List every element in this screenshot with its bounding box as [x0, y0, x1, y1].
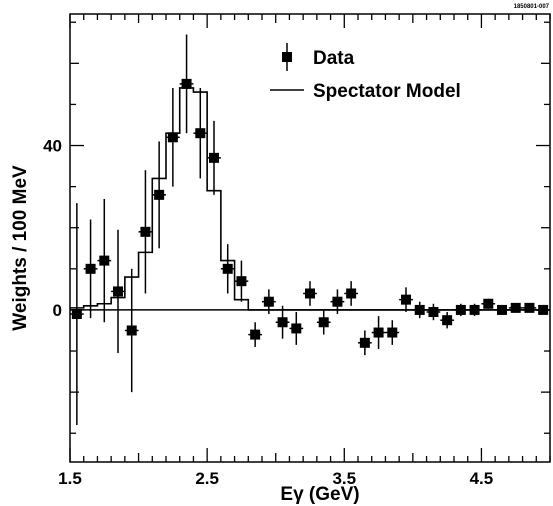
data-point [536, 304, 550, 315]
legend-label-model: Spectator Model [313, 81, 461, 102]
data-point [83, 219, 98, 319]
x-axis-ticks: 1.5 2.5 3.5 4.5 [58, 14, 551, 488]
y-tick-label: 0 [53, 301, 62, 320]
data-point [179, 34, 194, 134]
x-tick-label: 4.5 [470, 469, 494, 488]
figure-id-label: 1850801-007 [514, 4, 550, 10]
data-marker [497, 304, 507, 315]
y-tick-label: 40 [43, 137, 62, 156]
legend-entry-data: Data [282, 43, 355, 71]
data-point [275, 305, 290, 339]
data-point [234, 260, 249, 302]
data-marker [126, 325, 137, 336]
data-marker [277, 317, 288, 328]
legend-entry-model: Spectator Model [270, 81, 461, 102]
data-marker [291, 323, 302, 334]
data-marker [442, 315, 453, 326]
data-point [166, 87, 180, 187]
data-marker [455, 304, 466, 315]
data-marker [236, 276, 247, 287]
data-point [262, 289, 276, 315]
data-point [467, 303, 482, 317]
data-marker [250, 329, 261, 340]
legend-label-data: Data [313, 48, 355, 69]
data-marker [113, 286, 123, 297]
data-point [330, 289, 345, 315]
data-marker [181, 78, 192, 89]
data-marker [538, 304, 549, 315]
data-point [138, 170, 153, 294]
data-marker [154, 189, 165, 200]
data-marker [346, 288, 357, 299]
legend-marker-square [282, 52, 292, 62]
data-point [412, 301, 427, 319]
data-marker [483, 298, 494, 309]
data-point [454, 303, 468, 317]
data-point [358, 330, 372, 356]
data-marker [510, 302, 521, 313]
data-marker [318, 317, 329, 328]
data-point [303, 281, 317, 306]
data-point [97, 198, 112, 323]
x-tick-label: 3.5 [332, 469, 356, 488]
data-point [70, 203, 84, 426]
data-point [522, 302, 537, 313]
data-marker [195, 128, 206, 139]
data-point [371, 316, 386, 349]
data-marker [373, 327, 384, 338]
data-marker [209, 152, 219, 163]
data-point [495, 304, 509, 315]
data-point [248, 322, 262, 347]
data-point [316, 309, 331, 335]
data-marker [414, 304, 425, 315]
data-point [152, 141, 166, 249]
data-point [385, 320, 400, 345]
data-point [207, 120, 221, 195]
data-point [111, 229, 125, 354]
data-marker [85, 263, 96, 274]
data-marker [305, 288, 315, 299]
x-tick-label: 2.5 [195, 469, 219, 488]
x-axis-label: Eγ (GeV) [280, 484, 359, 505]
data-point [481, 298, 496, 309]
data-marker [524, 302, 535, 313]
data-marker [71, 309, 82, 320]
data-marker [469, 304, 480, 315]
y-axis-label: Weights / 100 MeV [10, 165, 31, 331]
data-marker [359, 337, 370, 348]
data-points [70, 34, 550, 426]
data-marker [263, 296, 274, 307]
data-marker [99, 255, 110, 266]
y-axis-ticks: 0 40 [43, 21, 550, 434]
plot-frame [69, 13, 551, 463]
data-point [399, 287, 413, 312]
data-point [426, 303, 441, 321]
spectator-model-histogram [70, 87, 550, 311]
data-marker [222, 263, 233, 274]
data-marker [140, 226, 151, 237]
data-point [508, 302, 523, 313]
data-marker [332, 296, 343, 307]
data-marker [428, 306, 439, 317]
data-marker [387, 327, 398, 338]
data-point [220, 244, 235, 294]
data-point [193, 87, 208, 179]
data-point [440, 311, 454, 329]
data-marker [167, 132, 178, 143]
x-tick-label: 1.5 [58, 469, 82, 488]
legend: Data Spectator Model [270, 43, 461, 102]
data-point [124, 268, 139, 393]
data-point [289, 311, 304, 345]
data-point [344, 281, 358, 306]
data-marker [401, 294, 411, 305]
